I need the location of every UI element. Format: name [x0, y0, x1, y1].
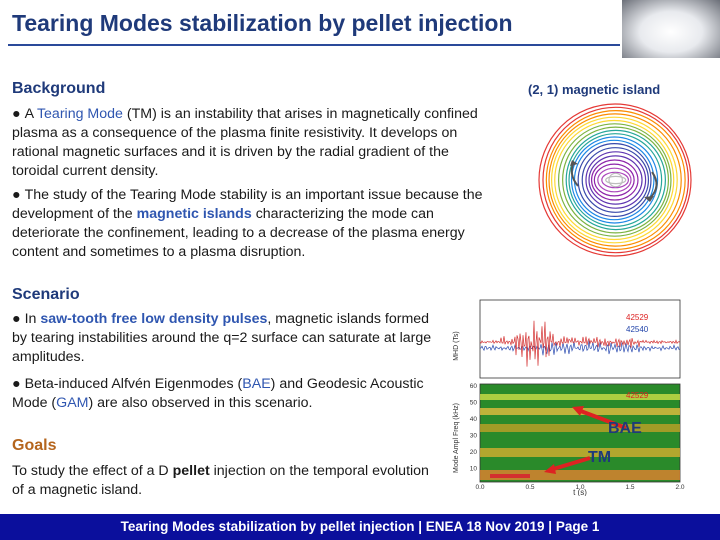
- bae-annotation: BAE: [608, 420, 642, 438]
- scenario-text-2: Beta-induced Alfvén Eigenmodes (BAE) and…: [12, 376, 424, 411]
- bullet-icon: ●: [12, 186, 21, 205]
- background-text-1: A Tearing Mode (TM) is an instability th…: [12, 106, 478, 179]
- text-segment: ) are also observed in this scenario.: [88, 395, 312, 411]
- footer-bar: Tearing Modes stabilization by pellet in…: [0, 514, 720, 540]
- x-tick-label: 0.0: [475, 484, 484, 491]
- scenario-text-1: In saw-tooth free low density pulses, ma…: [12, 311, 431, 365]
- spectral-band: [480, 448, 680, 457]
- bottom-y-axis-label: Mode Ampl Freq (kHz): [453, 403, 460, 473]
- mhd-spectrogram-plot: MHD (Ts) 42529 42540 Mode Ampl Freq (kHz…: [450, 298, 690, 496]
- legend-shot-2: 42540: [626, 325, 649, 334]
- text-segment: In: [25, 311, 41, 327]
- y-tick-label: 30: [470, 433, 478, 440]
- highlighted-text: BAE: [242, 376, 270, 392]
- background-heading: Background: [12, 80, 105, 98]
- goals-text: To study the effect of a D pellet inject…: [12, 463, 429, 498]
- magnetic-island-contour-plot: [522, 102, 708, 262]
- title-underline: [8, 44, 620, 46]
- highlighted-text: GAM: [56, 395, 88, 411]
- bullet-icon: ●: [12, 105, 21, 124]
- y-tick-label: 40: [470, 416, 478, 423]
- text-segment: Beta-induced Alfvén Eigenmodes (: [25, 376, 243, 392]
- scenario-paragraph-2: ● Beta-induced Alfvén Eigenmodes (BAE) an…: [12, 375, 442, 413]
- slide-title: Tearing Modes stabilization by pellet in…: [12, 10, 513, 37]
- goals-heading: Goals: [12, 437, 56, 455]
- spectral-band: [480, 424, 680, 432]
- bullet-icon: ●: [12, 310, 21, 329]
- y-tick-label: 10: [470, 466, 478, 473]
- legend-shot-spectrogram: 42529: [626, 391, 649, 400]
- island-figure-label: (2, 1) magnetic island: [528, 82, 660, 97]
- tm-signature: [490, 474, 530, 478]
- tm-annotation: TM: [588, 449, 611, 467]
- plasma-photo: [622, 0, 720, 58]
- highlighted-text: magnetic islands: [137, 206, 252, 222]
- x-tick-label: 0.5: [525, 484, 534, 491]
- top-y-axis-label: MHD (Ts): [453, 331, 460, 361]
- highlighted-text: pellet: [173, 463, 210, 479]
- x-tick-label: 2.0: [675, 484, 684, 491]
- mhd-trace-panel: [480, 300, 680, 378]
- background-paragraph-1: ● A Tearing Mode (TM) is an instability t…: [12, 105, 498, 181]
- text-segment: A: [25, 106, 37, 122]
- spectral-band: [480, 394, 680, 400]
- scenario-paragraph-1: ● In saw-tooth free low density pulses, m…: [12, 310, 432, 367]
- y-tick-label: 50: [470, 400, 478, 407]
- x-axis-label: t (s): [573, 488, 587, 496]
- y-tick-label: 60: [470, 383, 478, 390]
- scenario-heading: Scenario: [12, 286, 80, 304]
- text-segment: To study the effect of a D: [12, 463, 173, 479]
- highlighted-text: Tearing Mode: [37, 106, 123, 122]
- bullet-icon: ●: [12, 375, 21, 394]
- highlighted-text: saw-tooth free low density pulses: [40, 311, 267, 327]
- y-tick-label: 20: [470, 449, 478, 456]
- background-paragraph-2: ● The study of the Tearing Mode stability…: [12, 186, 498, 262]
- goals-paragraph: To study the effect of a D pellet inject…: [12, 462, 442, 500]
- background-text-2: The study of the Tearing Mode stability …: [12, 187, 483, 260]
- legend-shot-1: 42529: [626, 313, 649, 322]
- x-tick-label: 1.5: [625, 484, 634, 491]
